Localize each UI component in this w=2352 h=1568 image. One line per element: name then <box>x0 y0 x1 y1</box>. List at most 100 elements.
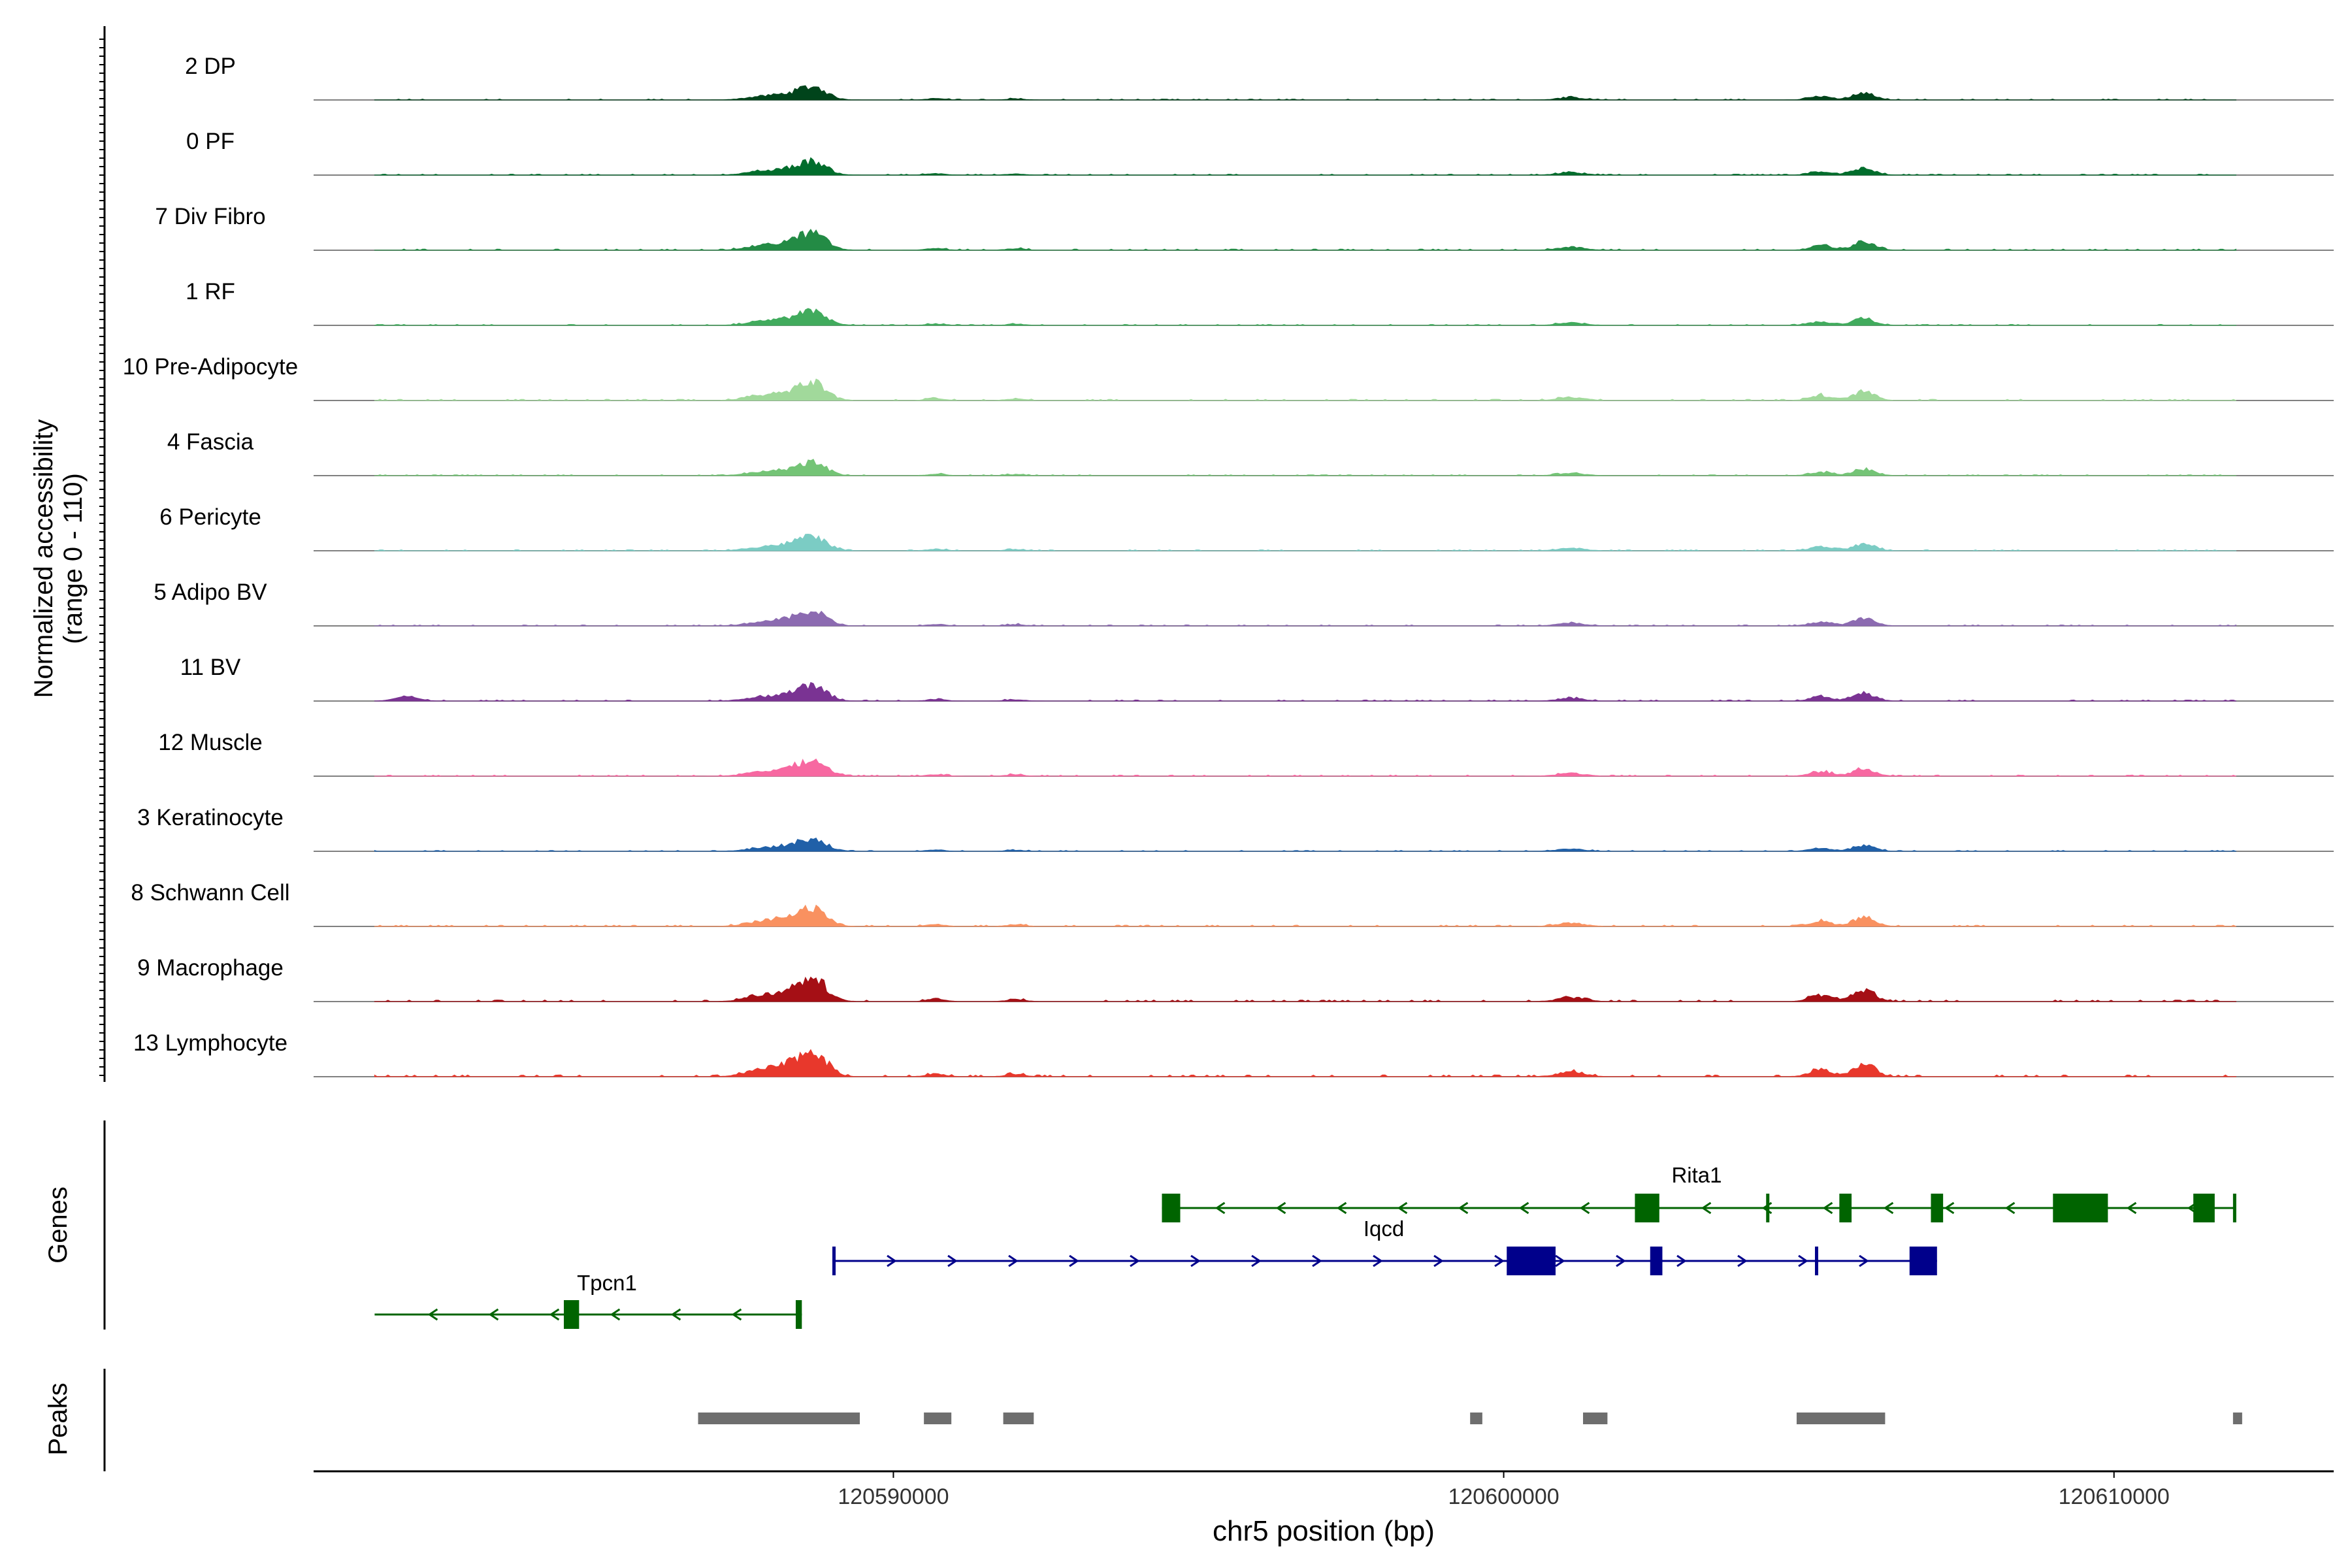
strand-arrow <box>1312 1254 1322 1267</box>
exon <box>1909 1247 1937 1275</box>
y-axis-label: Normalized accessibility <box>29 419 58 698</box>
strand-arrow <box>1397 1201 1408 1215</box>
strand-arrow <box>1676 1254 1687 1267</box>
strand-arrow <box>1859 1254 1869 1267</box>
strand-arrow <box>427 1308 438 1321</box>
coverage-area <box>374 229 2236 251</box>
strand-arrow <box>1251 1254 1262 1267</box>
gene-rita1: Rita1 <box>1162 1163 2236 1222</box>
coverage-track-4: 1 RF <box>186 279 2334 326</box>
strand-arrow <box>2126 1201 2137 1215</box>
peak-region <box>1796 1413 1886 1424</box>
genes-track-label: Genes <box>44 1186 73 1264</box>
y-axis <box>99 26 106 1082</box>
strand-arrow <box>488 1308 499 1321</box>
gene-iqcd: Iqcd <box>832 1217 1937 1275</box>
coverage-area <box>374 837 2236 852</box>
strand-arrow <box>1944 1201 1955 1215</box>
x-axis-label: chr5 position (bp) <box>1213 1515 1435 1547</box>
coverage-area <box>374 1049 2236 1077</box>
peak-region <box>924 1413 952 1424</box>
track-label: 2 DP <box>185 54 236 79</box>
x-axis: 120590000 120600000 120610000 <box>314 1470 2334 1509</box>
coverage-area <box>374 610 2236 627</box>
gene-tpcn1: Tpcn1 <box>374 1271 802 1329</box>
strand-arrow <box>1494 1254 1505 1267</box>
coverage-area <box>374 85 2236 101</box>
coverage-track-13: 9 Macrophage <box>137 955 2334 1002</box>
strand-arrow <box>1616 1254 1626 1267</box>
gene-name-label: Rita1 <box>1671 1163 1722 1187</box>
y-axis-label-range: (range 0 - 110) <box>59 473 88 644</box>
track-label: 13 Lymphocyte <box>133 1030 287 1056</box>
coverage-area <box>374 681 2236 702</box>
strand-arrow <box>1069 1254 1079 1267</box>
track-label: 12 Muscle <box>158 730 263 755</box>
exon <box>1162 1194 1181 1222</box>
coverage-area <box>374 157 2236 176</box>
track-label: 0 PF <box>186 129 235 154</box>
peaks-track-label: Peaks <box>44 1382 73 1455</box>
track-label: 9 Macrophage <box>137 955 284 981</box>
track-label: 8 Schwann Cell <box>131 880 289 906</box>
coverage-area <box>374 904 2236 927</box>
peak-region <box>1583 1413 1608 1424</box>
exon <box>795 1300 802 1329</box>
coverage-track-7: 6 Pericyte <box>159 504 2334 551</box>
strand-arrow <box>1737 1254 1748 1267</box>
coverage-track-9: 11 BV <box>180 655 2334 702</box>
track-label: 11 BV <box>180 655 241 680</box>
coverage-area <box>374 308 2236 326</box>
strand-arrow <box>887 1254 897 1267</box>
x-tick-label: 120600000 <box>1448 1484 1559 1509</box>
strand-arrow <box>1518 1201 1529 1215</box>
strand-arrow <box>2004 1201 2016 1215</box>
strand-arrow <box>670 1308 681 1321</box>
exon <box>2232 1194 2236 1222</box>
gene-name-label: Iqcd <box>1364 1217 1404 1241</box>
exon <box>832 1247 836 1275</box>
exon <box>1814 1247 1818 1275</box>
coverage-track-10: 12 Muscle <box>158 730 2334 777</box>
coverage-area <box>374 976 2236 1002</box>
peak-region <box>1470 1413 1482 1424</box>
track-label: 5 Adipo BV <box>154 580 267 605</box>
coverage-area <box>374 378 2236 401</box>
peaks-track <box>103 1369 2242 1471</box>
x-tick-label: 120610000 <box>2059 1484 2170 1509</box>
strand-arrow <box>1433 1254 1444 1267</box>
exon <box>563 1300 580 1329</box>
coverage-track-11: 3 Keratinocyte <box>137 805 2334 852</box>
exon <box>2053 1194 2108 1222</box>
peak-region <box>2232 1413 2242 1424</box>
strand-arrow <box>1822 1201 1833 1215</box>
strand-arrow <box>1798 1254 1808 1267</box>
coverage-track-2: 0 PF <box>186 129 2334 176</box>
exon <box>1635 1194 1659 1222</box>
strand-arrow <box>549 1308 560 1321</box>
coverage-track-8: 5 Adipo BV <box>154 580 2334 627</box>
strand-arrow <box>1190 1254 1201 1267</box>
coverage-track-14: 13 Lymphocyte <box>133 1030 2334 1077</box>
track-label: 10 Pre-Adipocyte <box>123 354 298 380</box>
track-label: 3 Keratinocyte <box>137 805 284 830</box>
strand-arrow <box>1215 1201 1226 1215</box>
exon <box>1839 1194 1852 1222</box>
strand-arrow <box>947 1254 958 1267</box>
exon <box>1766 1194 1770 1222</box>
genes-track: Rita1 Iqcd Tpcn1 <box>103 1120 2236 1330</box>
strand-arrow <box>1130 1254 1140 1267</box>
strand-arrow <box>1458 1201 1469 1215</box>
coverage-track-3: 7 Div Fibro <box>155 204 2334 251</box>
strand-arrow <box>1579 1201 1590 1215</box>
exon <box>2193 1194 2215 1222</box>
strand-arrow <box>1883 1201 1894 1215</box>
coverage-area <box>374 758 2236 777</box>
track-label: 4 Fascia <box>167 429 254 455</box>
coverage-area <box>374 459 2236 476</box>
strand-arrow <box>731 1308 742 1321</box>
peak-region <box>698 1413 860 1424</box>
exon <box>1507 1247 1556 1275</box>
strand-arrow <box>610 1308 621 1321</box>
